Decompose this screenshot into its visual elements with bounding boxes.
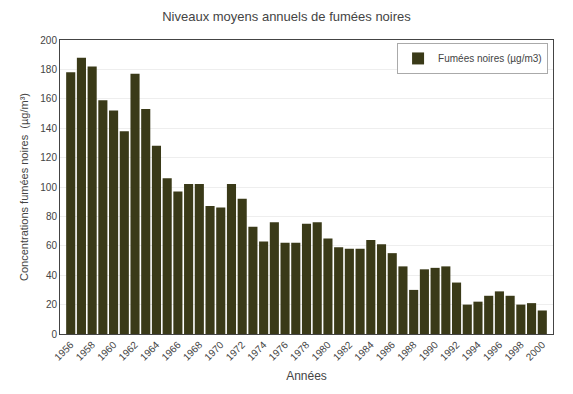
svg-text:Niveaux moyens annuels de fumé: Niveaux moyens annuels de fumées noires bbox=[162, 9, 411, 24]
svg-text:1964: 1964 bbox=[138, 339, 162, 363]
svg-text:0: 0 bbox=[51, 329, 57, 340]
svg-text:1988: 1988 bbox=[395, 339, 419, 363]
svg-text:20: 20 bbox=[46, 299, 58, 310]
svg-text:160: 160 bbox=[40, 93, 57, 104]
svg-text:1962: 1962 bbox=[116, 339, 140, 363]
svg-text:1996: 1996 bbox=[481, 339, 505, 363]
svg-text:1980: 1980 bbox=[309, 339, 333, 363]
svg-text:1970: 1970 bbox=[202, 339, 226, 363]
svg-text:60: 60 bbox=[46, 240, 58, 251]
svg-text:1960: 1960 bbox=[95, 339, 119, 363]
svg-text:40: 40 bbox=[46, 270, 58, 281]
svg-text:2000: 2000 bbox=[524, 339, 548, 363]
svg-text:100: 100 bbox=[40, 182, 57, 193]
svg-text:200: 200 bbox=[40, 35, 57, 46]
svg-text:1968: 1968 bbox=[181, 339, 205, 363]
svg-text:1976: 1976 bbox=[267, 339, 291, 363]
svg-text:1974: 1974 bbox=[245, 339, 269, 363]
svg-text:1990: 1990 bbox=[417, 339, 441, 363]
svg-text:Années: Années bbox=[286, 369, 327, 383]
svg-text:1982: 1982 bbox=[331, 339, 355, 363]
svg-text:80: 80 bbox=[46, 211, 58, 222]
svg-text:1972: 1972 bbox=[224, 339, 248, 363]
svg-text:1966: 1966 bbox=[159, 339, 183, 363]
svg-text:1992: 1992 bbox=[438, 339, 462, 363]
svg-text:1956: 1956 bbox=[52, 339, 76, 363]
svg-text:1978: 1978 bbox=[288, 339, 312, 363]
svg-text:1984: 1984 bbox=[352, 339, 376, 363]
svg-text:Fumées noires (µg/m3): Fumées noires (µg/m3) bbox=[438, 53, 542, 64]
svg-text:180: 180 bbox=[40, 64, 57, 75]
svg-text:1998: 1998 bbox=[502, 339, 526, 363]
svg-text:1994: 1994 bbox=[459, 339, 483, 363]
svg-text:Concentrations fumées noires: Concentrations fumées noires (µg/m³) bbox=[18, 93, 30, 281]
svg-text:120: 120 bbox=[40, 152, 57, 163]
svg-text:1958: 1958 bbox=[74, 339, 98, 363]
svg-text:1986: 1986 bbox=[374, 339, 398, 363]
svg-text:140: 140 bbox=[40, 123, 57, 134]
